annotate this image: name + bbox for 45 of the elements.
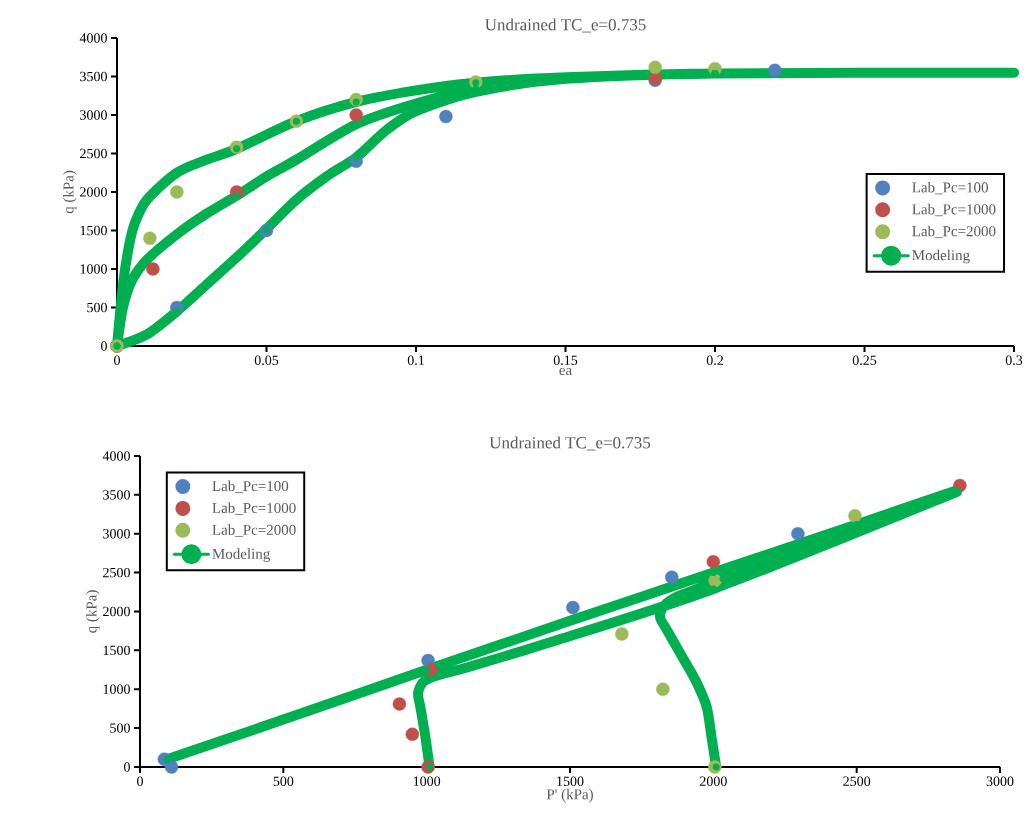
x-tick-label: 2500 — [843, 776, 871, 786]
y-tick-label: 1000 — [80, 264, 107, 274]
chart-title: Undrained TC_e=0.735 — [489, 436, 651, 451]
x-tick-label: 0.15 — [553, 355, 578, 366]
y-tick-label: 3500 — [103, 490, 130, 500]
legend-label: Lab_Pc=100 — [212, 480, 289, 493]
legend-label: Modeling — [912, 249, 970, 264]
legend-label: Modeling — [212, 548, 270, 562]
y-tick-label: 500 — [110, 723, 130, 733]
y-tick-label: 0 — [124, 762, 130, 772]
y-axis-title: q (kPa) — [63, 170, 77, 214]
y-tick-label: 2500 — [80, 148, 107, 159]
y-tick-label: 2000 — [80, 187, 107, 197]
y-tick-label: 500 — [87, 302, 107, 313]
y-tick-label: 2500 — [103, 567, 130, 578]
x-tick-label: 0 — [137, 776, 143, 786]
legend-label: Lab_Pc=1000 — [912, 203, 996, 217]
legend-label: Lab_Pc=2000 — [212, 524, 296, 537]
x-tick-label: 2000 — [699, 776, 727, 786]
y-tick-label: 3000 — [80, 110, 107, 120]
x-tick-label: 0.1 — [407, 355, 424, 366]
y-tick-label: 0 — [101, 341, 107, 351]
y-axis-title: q (kPa) — [86, 590, 100, 633]
legend-label: Lab_Pc=100 — [912, 181, 988, 195]
x-tick-label: 0.2 — [706, 355, 723, 366]
y-tick-label: 3500 — [80, 71, 107, 82]
y-tick-label: 4000 — [79, 33, 107, 43]
y-tick-label: 3000 — [103, 529, 130, 539]
x-tick-label: 3000 — [986, 776, 1014, 786]
y-tick-label: 1500 — [80, 225, 107, 236]
x-axis-title: ea — [559, 367, 572, 376]
legend-label: Lab_Pc=2000 — [912, 225, 996, 239]
x-axis-title: P' (kPa) — [546, 788, 593, 803]
legend-label: Lab_Pc=1000 — [212, 502, 296, 515]
x-tick-label: 1000 — [413, 776, 441, 786]
x-tick-label: 0.05 — [254, 355, 279, 366]
y-tick-label: 2000 — [103, 606, 130, 617]
x-tick-label: 1500 — [557, 776, 584, 786]
x-tick-label: 0.25 — [852, 355, 877, 366]
y-tick-label: 1000 — [103, 684, 130, 694]
y-tick-label: 1500 — [103, 645, 130, 656]
x-tick-label: 500 — [273, 776, 294, 786]
chart-title: Undrained TC_e=0.735 — [485, 18, 646, 33]
y-tick-label: 4000 — [102, 451, 130, 461]
x-tick-label: 0.3 — [1005, 355, 1023, 366]
